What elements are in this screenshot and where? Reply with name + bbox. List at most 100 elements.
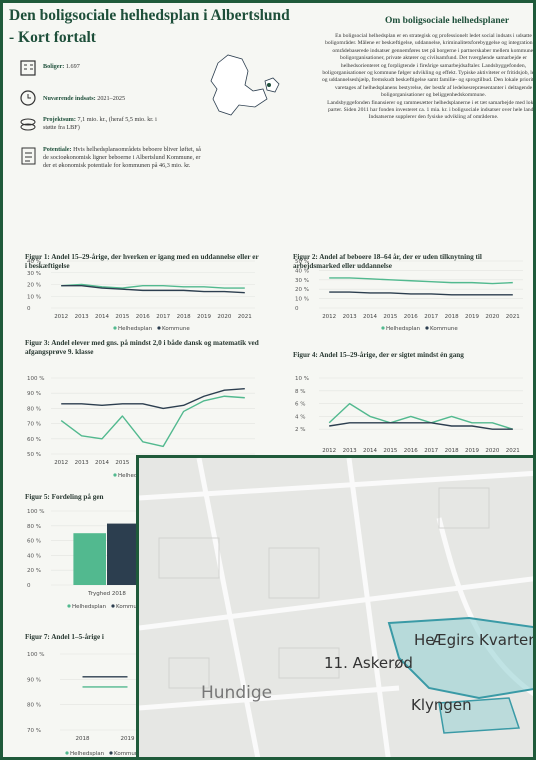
- y-tick-label: 40 %: [27, 553, 41, 559]
- y-tick-label: 70 %: [27, 422, 41, 428]
- y-tick-label: 0: [27, 583, 31, 589]
- y-tick-label: 60 %: [27, 539, 41, 545]
- map-label: Ægirs Kvarter: [432, 631, 535, 649]
- y-tick-label: 6 %: [295, 402, 305, 408]
- x-tick-label: 2019: [465, 448, 479, 454]
- x-tick-label: 2015: [115, 460, 129, 466]
- map-label: Hundige: [201, 683, 272, 703]
- y-tick-label: 10 %: [295, 376, 309, 382]
- y-tick-label: 80 %: [27, 524, 41, 530]
- x-tick-label: 2017: [424, 314, 438, 320]
- x-tick-label: 2013: [75, 460, 89, 466]
- x-tick-label: 2021: [506, 448, 520, 454]
- legend-label: Helhedsplan: [72, 604, 107, 610]
- x-tick-label: 2012: [54, 314, 68, 320]
- x-tick-label: Tryghed 2018: [87, 591, 126, 597]
- x-tick-label: 2014: [363, 314, 377, 320]
- y-tick-label: 50 %: [27, 452, 41, 458]
- x-tick-label: 2015: [383, 448, 397, 454]
- bar: [107, 524, 140, 585]
- y-tick-label: 0: [27, 306, 31, 312]
- bar: [73, 533, 106, 585]
- y-tick-label: 8 %: [295, 389, 305, 395]
- x-tick-label: 2015: [383, 314, 397, 320]
- y-tick-label: 60 %: [27, 437, 41, 443]
- series-line: [61, 286, 245, 293]
- legend-label: Kommune: [430, 326, 458, 332]
- y-tick-label: 10 %: [27, 294, 41, 300]
- y-tick-label: 0: [295, 306, 299, 312]
- y-tick-label: 20 %: [27, 283, 41, 289]
- x-tick-label: 2016: [136, 314, 150, 320]
- page-body: {"header": {"title_line1": "Den boligsoc…: [0, 0, 536, 760]
- x-tick-label: 2014: [363, 448, 377, 454]
- legend-marker: [113, 326, 116, 329]
- y-tick-label: 2 %: [295, 427, 305, 433]
- x-tick-label: 2012: [54, 460, 68, 466]
- x-tick-label: 2013: [75, 314, 89, 320]
- x-tick-label: 2015: [115, 314, 129, 320]
- chart-title: Figur 2: Andel af beboere 18–64 år, der …: [293, 253, 528, 271]
- x-tick-label: 2016: [404, 314, 418, 320]
- legend-marker: [65, 751, 68, 754]
- x-tick-label: 2017: [424, 448, 438, 454]
- y-tick-label: 20 %: [27, 568, 41, 574]
- y-tick-label: 100 %: [27, 509, 44, 515]
- y-tick-label: 100 %: [27, 376, 44, 382]
- series-line: [329, 423, 513, 429]
- x-tick-label: 2014: [95, 314, 109, 320]
- x-tick-label: 2014: [95, 460, 109, 466]
- legend-marker: [67, 604, 70, 607]
- y-tick-label: 70 %: [27, 728, 41, 734]
- y-tick-label: 100 %: [27, 652, 44, 658]
- y-tick-label: 10 %: [295, 297, 309, 303]
- x-tick-label: 2017: [156, 314, 170, 320]
- chart-title: Figur 3: Andel elever med gns. på mindst…: [25, 339, 260, 357]
- legend-marker: [425, 326, 428, 329]
- y-tick-label: 30 %: [27, 271, 41, 277]
- x-tick-label: 2021: [238, 314, 252, 320]
- x-tick-label: 2020: [485, 314, 499, 320]
- x-tick-label: 2013: [343, 448, 357, 454]
- x-tick-label: 2012: [322, 314, 336, 320]
- legend-label: Helhedsplan: [386, 326, 421, 332]
- chart-title: Figur 4: Andel 15–29-årige, der er sigte…: [293, 351, 528, 360]
- factsheet: Den boligsociale helhedsplan i Albertslu…: [0, 0, 536, 760]
- road: [349, 458, 389, 760]
- x-tick-label: 2019: [121, 736, 135, 742]
- map-label: 11. Askerød: [324, 654, 413, 672]
- map-label: Klyngen: [411, 696, 472, 714]
- road: [139, 473, 536, 498]
- x-tick-label: 2016: [404, 448, 418, 454]
- series-line: [329, 292, 513, 295]
- road: [199, 458, 259, 760]
- legend-marker: [111, 604, 114, 607]
- y-tick-label: 4 %: [295, 414, 305, 420]
- legend-marker: [109, 751, 112, 754]
- legend-marker: [157, 326, 160, 329]
- legend-marker: [381, 326, 384, 329]
- y-tick-label: 90 %: [27, 391, 41, 397]
- x-tick-label: 2018: [445, 314, 459, 320]
- map-overlay: He Ægirs Kvarter 11. Askerød Klyngen Hun…: [136, 455, 536, 760]
- x-tick-label: 2019: [465, 314, 479, 320]
- y-tick-label: 90 %: [27, 677, 41, 683]
- x-tick-label: 2013: [343, 314, 357, 320]
- chart-title: Figur 1: Andel 15–29-årige, der hverken …: [25, 253, 260, 271]
- x-tick-label: 2021: [506, 314, 520, 320]
- x-tick-label: 2019: [197, 314, 211, 320]
- legend-marker: [113, 473, 116, 476]
- legend-label: Helhedsplan: [118, 326, 153, 332]
- x-tick-label: 2018: [76, 736, 90, 742]
- y-tick-label: 20 %: [295, 287, 309, 293]
- legend-label: Helhedsplan: [70, 751, 105, 757]
- x-tick-label: 2020: [485, 448, 499, 454]
- y-tick-label: 80 %: [27, 703, 41, 709]
- series-line: [329, 278, 513, 284]
- map: He Ægirs Kvarter 11. Askerød Klyngen Hun…: [139, 458, 536, 760]
- y-tick-label: 30 %: [295, 278, 309, 284]
- y-tick-label: 80 %: [27, 406, 41, 412]
- x-tick-label: 2012: [322, 448, 336, 454]
- x-tick-label: 2018: [177, 314, 191, 320]
- x-tick-label: 2020: [217, 314, 231, 320]
